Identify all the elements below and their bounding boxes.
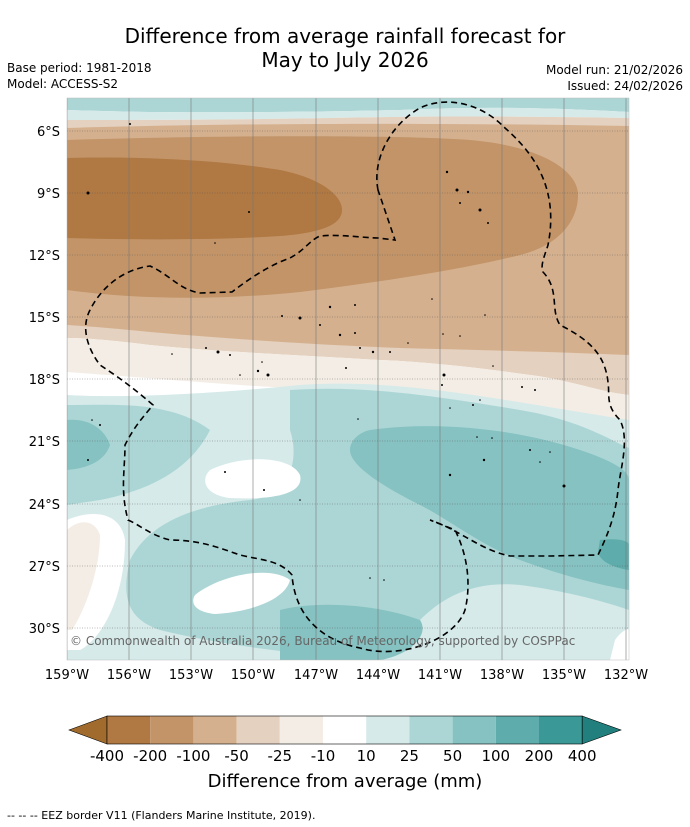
rainfall-map-area xyxy=(67,98,629,660)
colorbar-tick-label: 400 xyxy=(568,747,597,765)
meta-right: Model run: 21/02/2026 Issued: 24/02/2026 xyxy=(546,62,683,94)
band-north-teal xyxy=(67,98,629,113)
lat-label: 6°S xyxy=(37,125,60,140)
legend-title: Difference from average (mm) xyxy=(207,771,483,792)
colorbar-extend-high xyxy=(581,715,622,745)
map-title-line1: Difference from average rainfall forecas… xyxy=(124,24,566,48)
patch-neutral-4 xyxy=(610,629,629,660)
lat-label: 15°S xyxy=(29,311,60,326)
model-text: Model: ACCESS-S2 xyxy=(7,77,119,91)
graticule xyxy=(67,130,629,629)
colorbar-tick-label: -10 xyxy=(311,747,336,765)
band-dry-core xyxy=(67,157,342,240)
lat-label: 27°S xyxy=(29,560,60,575)
colorbar-tick-labels: -400 -200 -100 -50 -25 -10 10 25 50 100 200 400 xyxy=(90,747,597,765)
colorbar-tick-label: -100 xyxy=(176,747,210,765)
model-run-text: Model run: 21/02/2026 xyxy=(545,63,683,77)
colorbar-swatch xyxy=(279,716,323,744)
colorbar-swatch xyxy=(236,716,280,744)
lon-label: 144°W xyxy=(356,668,400,683)
map-title-line2: May to July 2026 xyxy=(261,48,429,72)
colorbar-swatch xyxy=(495,716,539,744)
band-wet-strong-2 xyxy=(67,419,110,470)
meta-left: Base period: 1981-2018 Model: ACCESS-S2 xyxy=(7,60,152,92)
lon-label: 150°W xyxy=(231,668,275,683)
issued-text: Issued: 24/02/2026 xyxy=(567,79,683,93)
map-frame xyxy=(66,97,630,661)
lon-label: 153°W xyxy=(169,668,213,683)
lon-label: 141°W xyxy=(418,668,462,683)
colorbar-tick-label: -400 xyxy=(90,747,124,765)
lon-label: 147°W xyxy=(294,668,338,683)
lon-label: 156°W xyxy=(107,668,151,683)
lon-label: 135°W xyxy=(542,668,586,683)
colorbar-tick-label: 25 xyxy=(400,747,419,765)
band-north-lightteal xyxy=(67,107,629,120)
lon-label: 159°W xyxy=(45,668,89,683)
colorbar-swatch xyxy=(366,716,410,744)
colorbar-tick-label: -50 xyxy=(224,747,249,765)
colorbar-tick-label: -25 xyxy=(268,747,293,765)
band-wet-strong-3 xyxy=(280,604,423,660)
colorbar-tick-label: 10 xyxy=(357,747,376,765)
band-wet-mid xyxy=(67,404,210,505)
base-period-text: Base period: 1981-2018 xyxy=(7,61,152,75)
map-title: Difference from average rainfall forecas… xyxy=(0,24,690,72)
colorbar-swatch xyxy=(107,716,151,744)
lat-label: 30°S xyxy=(29,622,60,637)
colorbar-tick-label: -200 xyxy=(133,747,167,765)
colorbar-swatch xyxy=(193,716,237,744)
lat-label: 18°S xyxy=(29,373,60,388)
band-wet-strong xyxy=(350,426,629,590)
eez-border xyxy=(84,101,626,653)
colorbar-swatch xyxy=(323,716,367,744)
islands xyxy=(86,123,566,581)
band-wet-core xyxy=(598,539,629,570)
patch-neutral-2 xyxy=(193,572,290,614)
patch-offwhite-1 xyxy=(67,522,100,630)
meridians xyxy=(67,98,627,660)
colorbar-swatch xyxy=(409,716,453,744)
lon-label: 138°W xyxy=(480,668,524,683)
lat-label: 9°S xyxy=(37,187,60,202)
colorbar-swatch xyxy=(452,716,496,744)
colorbar-tick-label: 100 xyxy=(481,747,510,765)
lat-label: 21°S xyxy=(29,435,60,450)
colorbar xyxy=(68,715,622,745)
colorbar-swatch xyxy=(150,716,194,744)
colorbar-tick-label: 200 xyxy=(525,747,554,765)
colorbar-swatch xyxy=(539,716,583,744)
lat-label: 24°S xyxy=(29,498,60,513)
colorbar-tick-label: 50 xyxy=(443,747,462,765)
copyright-notice: © Commonwealth of Australia 2026, Bureau… xyxy=(70,634,576,648)
longitude-labels: 159°W 156°W 153°W 150°W 147°W 144°W 141°… xyxy=(45,668,648,683)
lat-label: 12°S xyxy=(29,249,60,264)
eez-footnote: -- -- -- EEZ border V11 (Flanders Marine… xyxy=(7,809,316,822)
colorbar-outline xyxy=(106,715,583,745)
lon-label: 132°W xyxy=(604,668,648,683)
colorbar-extend-low xyxy=(68,715,108,745)
latitude-labels: 6°S 9°S 12°S 15°S 18°S 21°S 24°S 27°S 30… xyxy=(29,125,60,637)
